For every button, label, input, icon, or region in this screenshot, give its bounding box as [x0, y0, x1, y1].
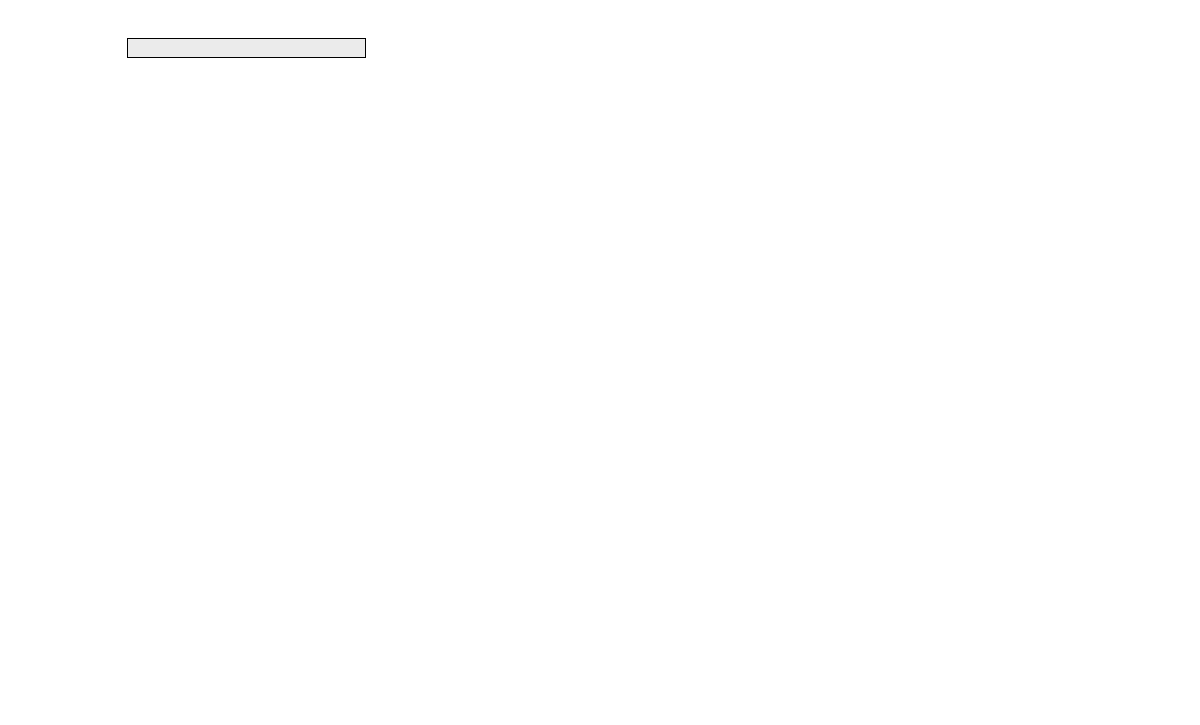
series-label-right — [1084, 569, 1196, 583]
series-label-right — [1084, 468, 1196, 482]
series-label-left — [0, 227, 122, 241]
series-label-left — [0, 242, 122, 256]
series-label-right — [1084, 395, 1196, 409]
series-label-left — [0, 627, 122, 641]
series-label-right — [1084, 199, 1196, 213]
series-label-right — [1084, 453, 1196, 467]
series-label-left — [0, 213, 122, 227]
series-label-left — [0, 525, 122, 539]
series-label-right — [1084, 213, 1196, 227]
series-label-left — [0, 381, 122, 395]
series-label-left — [0, 99, 122, 113]
series-label-right — [1084, 410, 1196, 424]
series-label-left — [0, 482, 122, 496]
series-label-left — [0, 299, 122, 313]
series-label-right — [1084, 85, 1196, 99]
series-label-left — [0, 569, 122, 583]
series-label-left — [0, 70, 122, 84]
series-label-left — [0, 284, 122, 298]
series-label-left — [0, 185, 122, 199]
series-label-right — [1084, 185, 1196, 199]
series-label-right — [1084, 299, 1196, 313]
series-label-left — [0, 612, 122, 626]
series-label-right — [1084, 70, 1196, 84]
series-label-right — [1084, 424, 1196, 438]
series-label-right — [1084, 482, 1196, 496]
series-label-right — [1084, 113, 1196, 127]
series-label-left — [0, 113, 122, 127]
series-label-right — [1084, 270, 1196, 284]
series-label-left — [0, 453, 122, 467]
series-label-right — [1084, 554, 1196, 568]
series-label-left — [0, 554, 122, 568]
series-label-right — [1084, 497, 1196, 511]
series-label-left — [0, 468, 122, 482]
series-label-right — [1084, 127, 1196, 141]
series-label-left — [0, 142, 122, 156]
series-label-right — [1084, 284, 1196, 298]
series-label-right — [1084, 170, 1196, 184]
series-label-left — [0, 410, 122, 424]
series-label-left — [0, 199, 122, 213]
series-label-left — [0, 511, 122, 525]
series-label-left — [0, 598, 122, 612]
series-label-right — [1084, 142, 1196, 156]
series-label-left — [0, 313, 122, 327]
series-label-left — [0, 85, 122, 99]
series-label-left — [0, 395, 122, 409]
series-label-left — [0, 170, 122, 184]
series-label-left — [0, 56, 122, 70]
series-label-right — [1084, 256, 1196, 270]
series-label-left — [0, 270, 122, 284]
series-label-right — [1084, 156, 1196, 170]
series-label-right — [1084, 511, 1196, 525]
series-label-left — [0, 641, 122, 655]
series-label-right — [1084, 99, 1196, 113]
series-label-right — [1084, 313, 1196, 327]
series-label-right — [1084, 227, 1196, 241]
series-label-left — [0, 256, 122, 270]
series-label-left — [0, 439, 122, 453]
series-label-right — [1084, 439, 1196, 453]
series-label-right — [1084, 525, 1196, 539]
series-label-left — [0, 497, 122, 511]
series-label-right — [1084, 612, 1196, 626]
series-label-right — [1084, 583, 1196, 597]
series-label-left — [0, 127, 122, 141]
series-label-left — [0, 540, 122, 554]
series-label-right — [1084, 242, 1196, 256]
panel-header — [127, 38, 366, 58]
series-label-right — [1084, 641, 1196, 655]
series-label-right — [1084, 627, 1196, 641]
series-label-left — [0, 156, 122, 170]
series-label-right — [1084, 540, 1196, 554]
series-label-right — [1084, 56, 1196, 70]
series-label-left — [0, 424, 122, 438]
series-label-right — [1084, 381, 1196, 395]
series-label-left — [0, 583, 122, 597]
series-label-right — [1084, 598, 1196, 612]
